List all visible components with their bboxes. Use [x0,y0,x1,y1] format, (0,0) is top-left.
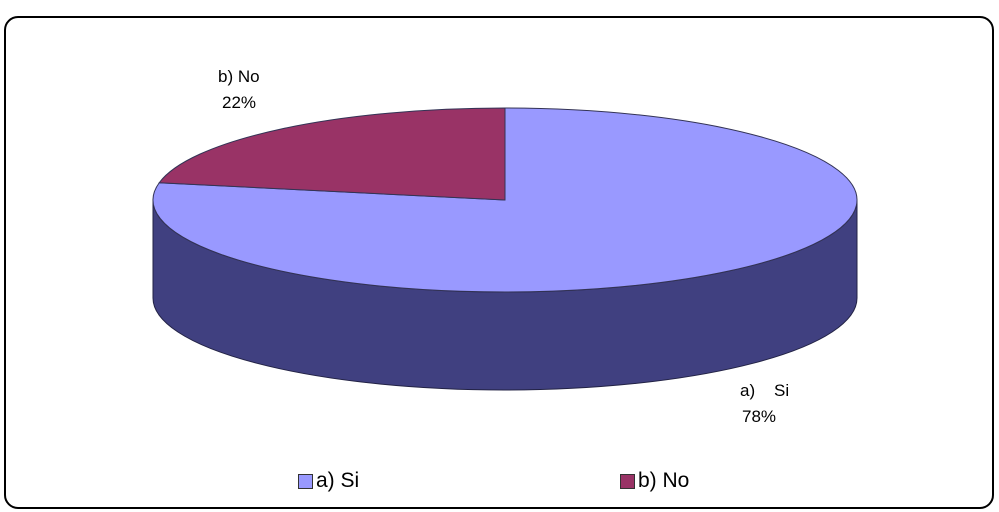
legend-item-no: b) No [620,466,689,496]
legend-label-no: b) No [638,469,690,492]
data-label-si-value: 78% [742,407,776,426]
pie-slice-si [152,107,858,293]
legend-item-si: a) Si [298,466,359,496]
legend-label-si: a) Si [316,469,360,492]
data-label-si-name: a) Si [740,381,789,400]
legend-swatch-si [298,473,313,489]
data-label-no-name: b) No [218,67,260,86]
data-label-no-value: 22% [222,93,256,112]
legend-swatch-no [620,473,635,489]
pie-slice-no [158,107,506,201]
